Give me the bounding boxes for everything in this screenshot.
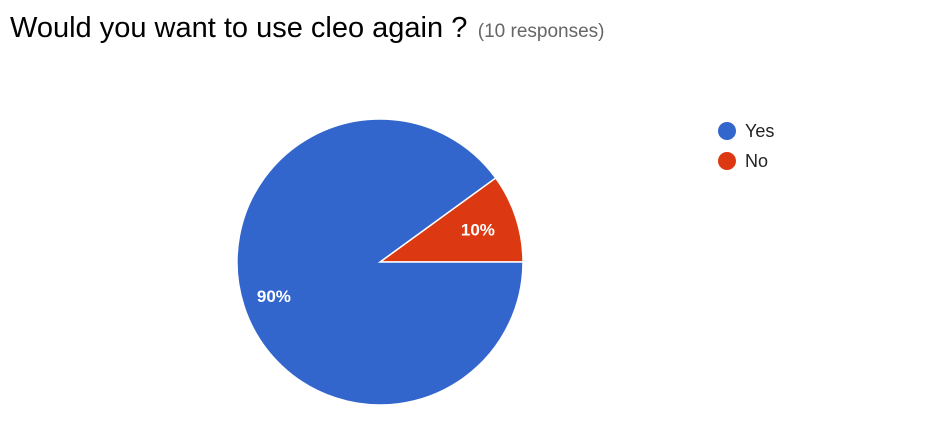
question-title: Would you want to use cleo again ? [10,12,468,44]
pie-slice-yes[interactable] [236,118,524,406]
chart-legend: Yes No [718,116,774,176]
legend-label-yes: Yes [745,120,775,141]
response-count: (10 responses) [477,21,605,42]
slice-label-yes: 90% [257,287,291,306]
slice-label-no: 10% [461,221,495,240]
legend-swatch-no [718,152,736,170]
legend-label-no: No [745,150,769,171]
pie-slice-no[interactable] [377,176,524,263]
legend-item-yes[interactable]: Yes [718,116,774,146]
legend-item-no[interactable]: No [718,146,774,176]
legend-swatch-yes [718,122,736,140]
question-header: Would you want to use cleo again ? (10 r… [10,12,605,45]
